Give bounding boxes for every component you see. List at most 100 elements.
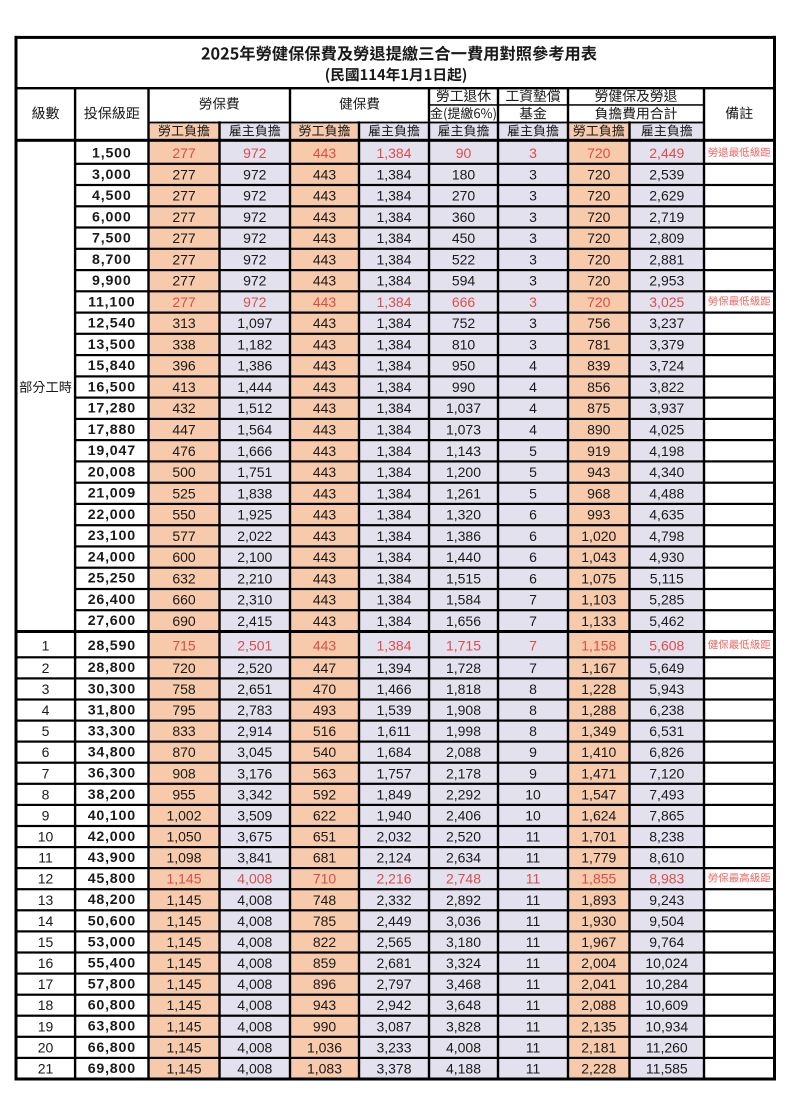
svg-text:632: 632: [172, 570, 196, 586]
svg-text:36,300: 36,300: [88, 766, 136, 782]
svg-text:550: 550: [172, 507, 196, 523]
svg-text:3,822: 3,822: [649, 379, 684, 395]
svg-text:1,145: 1,145: [166, 892, 201, 908]
svg-text:4,635: 4,635: [649, 507, 684, 523]
svg-text:720: 720: [587, 273, 611, 289]
svg-text:4,008: 4,008: [237, 934, 272, 950]
svg-text:2,914: 2,914: [237, 723, 272, 739]
svg-text:20,008: 20,008: [88, 464, 136, 480]
svg-text:859: 859: [313, 955, 337, 971]
svg-text:12,540: 12,540: [88, 316, 136, 332]
svg-text:60,800: 60,800: [88, 998, 136, 1014]
svg-text:1,002: 1,002: [166, 807, 201, 823]
svg-text:1,384: 1,384: [376, 145, 411, 161]
svg-text:443: 443: [313, 251, 337, 267]
svg-text:1,666: 1,666: [237, 443, 272, 459]
svg-text:2,088: 2,088: [446, 744, 481, 760]
svg-text:3,176: 3,176: [237, 765, 272, 781]
svg-text:1,133: 1,133: [581, 613, 616, 629]
svg-text:313: 313: [172, 315, 196, 331]
svg-text:972: 972: [243, 209, 267, 225]
svg-text:1,384: 1,384: [376, 528, 411, 544]
svg-text:2,634: 2,634: [446, 850, 481, 866]
svg-text:4,500: 4,500: [92, 188, 132, 204]
svg-text:3,724: 3,724: [649, 358, 684, 374]
svg-text:270: 270: [452, 188, 476, 204]
svg-text:1,320: 1,320: [446, 507, 481, 523]
svg-text:666: 666: [452, 294, 476, 310]
svg-text:1,384: 1,384: [376, 592, 411, 608]
svg-text:443: 443: [313, 464, 337, 480]
svg-text:11: 11: [526, 1039, 541, 1055]
svg-text:3: 3: [529, 166, 537, 182]
svg-text:17,880: 17,880: [88, 422, 136, 438]
svg-text:810: 810: [452, 337, 476, 353]
svg-text:19,047: 19,047: [88, 443, 136, 459]
svg-text:57,800: 57,800: [88, 977, 136, 993]
svg-text:3,378: 3,378: [376, 1061, 411, 1077]
svg-text:11: 11: [526, 934, 541, 950]
svg-text:9,764: 9,764: [649, 934, 684, 950]
svg-text:443: 443: [313, 613, 337, 629]
svg-text:622: 622: [313, 807, 337, 823]
svg-text:2,953: 2,953: [649, 273, 684, 289]
svg-text:493: 493: [313, 702, 337, 718]
svg-text:1,384: 1,384: [376, 549, 411, 565]
svg-text:1,908: 1,908: [446, 702, 481, 718]
svg-text:8,700: 8,700: [92, 252, 132, 268]
svg-text:1,288: 1,288: [581, 702, 616, 718]
svg-text:11: 11: [526, 1061, 541, 1077]
svg-text:2,032: 2,032: [376, 829, 411, 845]
svg-text:1,200: 1,200: [446, 464, 481, 480]
svg-text:2,942: 2,942: [376, 997, 411, 1013]
svg-text:277: 277: [172, 294, 196, 310]
svg-text:11: 11: [526, 976, 541, 992]
svg-text:4,008: 4,008: [237, 1018, 272, 1034]
svg-text:11: 11: [526, 892, 541, 908]
svg-text:1,384: 1,384: [376, 273, 411, 289]
svg-text:1,384: 1,384: [376, 637, 411, 653]
svg-text:2,415: 2,415: [237, 613, 272, 629]
svg-text:3,509: 3,509: [237, 807, 272, 823]
svg-text:972: 972: [243, 294, 267, 310]
svg-text:1,384: 1,384: [376, 188, 411, 204]
svg-text:720: 720: [587, 294, 611, 310]
svg-text:277: 277: [172, 251, 196, 267]
svg-text:43,900: 43,900: [88, 850, 136, 866]
svg-text:1,384: 1,384: [376, 358, 411, 374]
svg-text:443: 443: [313, 145, 337, 161]
svg-text:7: 7: [529, 592, 537, 608]
svg-text:6,531: 6,531: [649, 723, 684, 739]
svg-text:748: 748: [313, 892, 337, 908]
svg-text:21: 21: [38, 1061, 54, 1077]
svg-text:2,539: 2,539: [649, 166, 684, 182]
svg-text:2,181: 2,181: [581, 1039, 616, 1055]
svg-text:11: 11: [526, 1018, 541, 1034]
svg-text:1,075: 1,075: [581, 570, 616, 586]
svg-text:1,539: 1,539: [376, 702, 411, 718]
svg-text:972: 972: [243, 230, 267, 246]
svg-text:443: 443: [313, 570, 337, 586]
svg-text:594: 594: [452, 273, 476, 289]
svg-text:1,728: 1,728: [446, 660, 481, 676]
svg-text:14: 14: [38, 913, 54, 929]
svg-text:4,488: 4,488: [649, 485, 684, 501]
svg-text:443: 443: [313, 294, 337, 310]
svg-text:31,800: 31,800: [88, 702, 136, 718]
svg-text:758: 758: [172, 681, 196, 697]
svg-text:11: 11: [526, 997, 541, 1013]
svg-text:525: 525: [172, 485, 196, 501]
svg-text:66,800: 66,800: [88, 1040, 136, 1056]
svg-text:28,590: 28,590: [88, 638, 136, 654]
svg-text:4,008: 4,008: [237, 997, 272, 1013]
svg-text:470: 470: [313, 681, 337, 697]
svg-text:45,800: 45,800: [88, 871, 136, 887]
svg-text:4,008: 4,008: [237, 955, 272, 971]
svg-text:955: 955: [172, 786, 196, 802]
svg-text:443: 443: [313, 166, 337, 182]
svg-text:24,000: 24,000: [88, 550, 136, 566]
svg-text:1,384: 1,384: [376, 464, 411, 480]
svg-text:2,449: 2,449: [649, 145, 684, 161]
svg-text:3,828: 3,828: [446, 1018, 481, 1034]
svg-text:720: 720: [587, 230, 611, 246]
